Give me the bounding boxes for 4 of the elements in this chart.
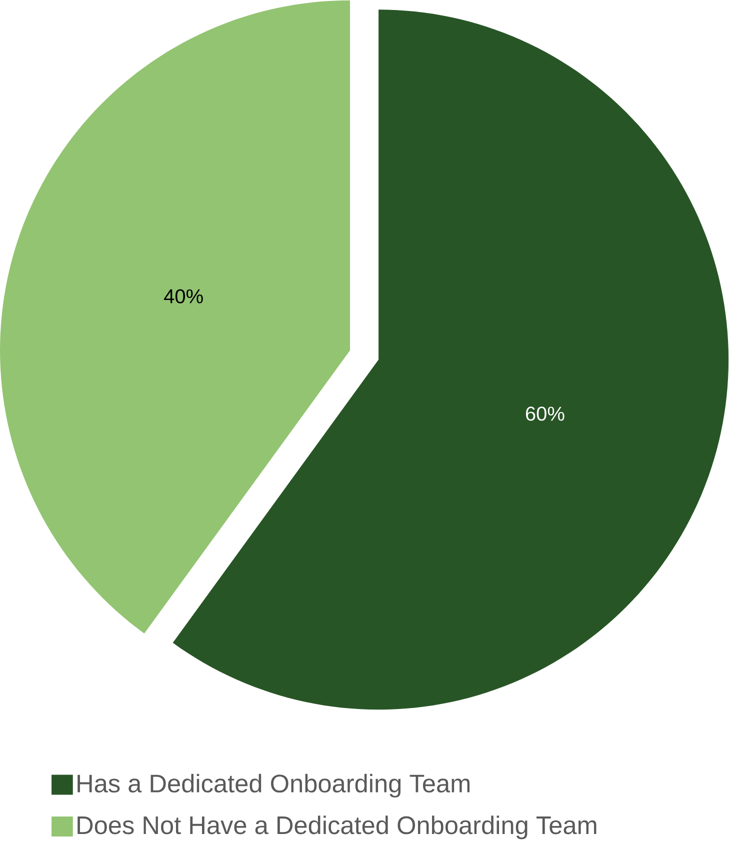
legend-label: Has a Dedicated Onboarding Team: [78, 774, 470, 798]
data-label: 60%: [526, 406, 564, 421]
data-label: 40%: [164, 289, 204, 304]
legend-label: Does Not Have a Dedicated Onboarding Team: [78, 816, 596, 840]
